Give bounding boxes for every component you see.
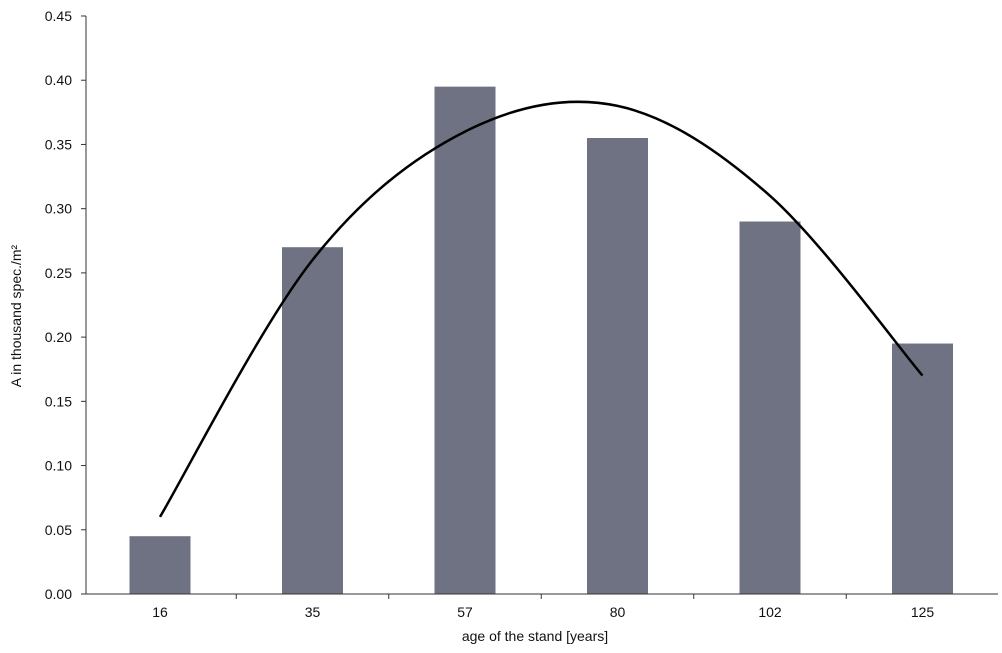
bar-80	[587, 138, 648, 594]
x-tick-label: 102	[758, 604, 782, 620]
x-tick-label: 16	[152, 604, 168, 620]
bar-125	[892, 343, 953, 594]
y-tick-label: 0.40	[45, 72, 72, 88]
x-tick-label: 80	[610, 604, 626, 620]
x-tick-label: 35	[305, 604, 321, 620]
y-tick-label: 0.20	[45, 329, 72, 345]
x-tick-label: 125	[911, 604, 935, 620]
y-tick-label: 0.10	[45, 458, 72, 474]
y-axis-title: A in thousand spec./m²	[8, 244, 24, 387]
y-tick-label: 0.30	[45, 201, 72, 217]
y-tick-labels: 0.00 0.05 0.10 0.15 0.20 0.25 0.30 0.35 0.40 0.45	[45, 8, 72, 602]
bar-57	[434, 86, 496, 595]
y-tick-label: 0.35	[45, 136, 72, 152]
x-tick-labels: 16 35 57 80 102 125	[152, 604, 934, 620]
bar-35	[282, 247, 343, 594]
y-tick-label: 0.05	[45, 522, 72, 538]
x-tick-label: 57	[457, 604, 473, 620]
y-tick-label: 0.25	[45, 265, 72, 281]
bar-16	[129, 536, 191, 594]
bars-group	[129, 86, 953, 595]
y-tick-label: 0.45	[45, 8, 72, 24]
axes-group	[81, 15, 998, 599]
trend-line	[158, 100, 924, 518]
x-axis-title: age of the stand [years]	[462, 628, 608, 644]
y-tick-label: 0.00	[45, 586, 72, 602]
y-tick-label: 0.15	[45, 393, 72, 409]
bar-102	[739, 221, 801, 594]
